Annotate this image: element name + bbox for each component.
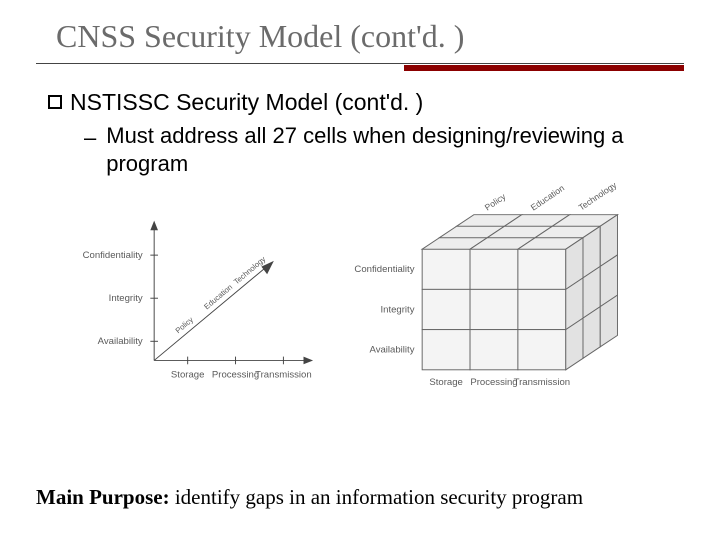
svg-text:Processing: Processing [470,377,517,388]
bullet2-text: Must address all 27 cells when designing… [106,122,672,177]
content-area: NSTISSC Security Model (cont'd. ) – Must… [0,69,720,413]
cube-diagram: Confidentiality Integrity Availability S… [336,183,652,413]
svg-text:Confidentiality: Confidentiality [83,250,143,261]
diagram-row: Confidentiality Integrity Availability S… [48,177,672,413]
dash-bullet-icon: – [84,124,96,152]
footer-rest: identify gaps in an information security… [170,485,583,509]
slide-title: CNSS Security Model (cont'd. ) [0,0,720,61]
svg-text:Storage: Storage [429,377,463,388]
svg-text:Availability: Availability [370,345,415,356]
square-bullet-icon [48,95,62,109]
bullet-level1: NSTISSC Security Model (cont'd. ) [48,89,672,116]
svg-text:Availability: Availability [98,336,143,347]
axes-diagram: Confidentiality Integrity Availability S… [68,193,336,413]
svg-text:Technology: Technology [577,183,619,213]
bullet1-text: NSTISSC Security Model (cont'd. ) [70,89,423,116]
bullet-level2: – Must address all 27 cells when designi… [84,122,672,177]
footer-bold: Main Purpose: [36,485,170,509]
footer-line: Main Purpose: identify gaps in an inform… [36,485,684,510]
svg-text:Confidentiality: Confidentiality [354,264,414,275]
svg-text:Policy: Policy [483,191,508,213]
svg-text:Storage: Storage [171,370,205,381]
svg-text:Integrity: Integrity [381,304,415,315]
svg-text:Transmission: Transmission [255,370,312,381]
svg-text:Policy: Policy [174,315,196,335]
svg-text:Transmission: Transmission [514,377,571,388]
svg-text:Processing: Processing [212,370,259,381]
svg-text:Education: Education [529,183,567,213]
title-underline [36,63,684,69]
svg-text:Integrity: Integrity [109,293,143,304]
